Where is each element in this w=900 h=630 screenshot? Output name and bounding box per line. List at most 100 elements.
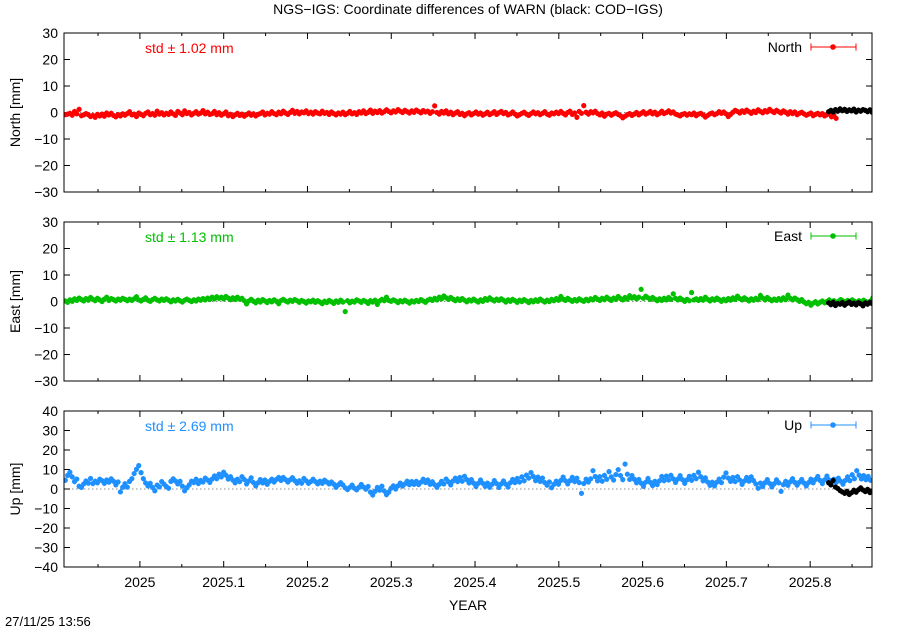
- legend-marker: [810, 43, 857, 51]
- up-point: [711, 483, 718, 489]
- chart-title: NGS−IGS: Coordinate differences of WARN …: [273, 1, 663, 17]
- up-point: [851, 476, 858, 482]
- up-point: [597, 474, 603, 480]
- east-point: [688, 289, 695, 296]
- up-point: [709, 479, 715, 485]
- y-tick-label: 20: [42, 241, 58, 257]
- north-panel: 30 20 10 0 −10 −20 −30 std ± 1.02 mm North North …: [7, 25, 873, 200]
- north-point: [429, 109, 435, 115]
- y-tick-label: −20: [34, 520, 58, 536]
- up-point: [131, 470, 137, 477]
- east-point: [873, 302, 878, 307]
- up-point: [727, 478, 734, 484]
- y-tick-label: 30: [42, 423, 58, 439]
- up-point: [365, 483, 371, 490]
- y-tick-label: −10: [34, 320, 58, 336]
- y-tick-label: −30: [34, 540, 58, 556]
- up-point: [718, 479, 725, 486]
- up-point: [87, 475, 94, 482]
- up-point: [856, 472, 862, 478]
- cod-igs-point: [869, 301, 872, 307]
- up-point: [702, 475, 708, 481]
- up-point: [377, 487, 383, 493]
- up-point: [617, 472, 624, 479]
- up-point: [425, 477, 431, 483]
- up-point: [789, 476, 796, 482]
- up-point: [186, 482, 192, 488]
- y-tick-label: 20: [42, 52, 58, 68]
- up-point: [237, 478, 243, 485]
- up-point: [578, 490, 585, 496]
- up-point: [448, 482, 454, 488]
- up-point: [165, 485, 172, 491]
- y-tick-label: 40: [42, 403, 58, 419]
- up-point: [535, 474, 541, 480]
- std-label: std ± 1.02 mm: [145, 40, 234, 56]
- up-point: [771, 481, 777, 487]
- x-tick-label: 2025.8: [789, 574, 832, 590]
- east-point: [636, 294, 642, 300]
- legend-label: East: [774, 228, 802, 244]
- up-point: [214, 476, 220, 482]
- y-tick-label: −20: [34, 158, 58, 174]
- y-tick-label: 10: [42, 78, 58, 94]
- up-point: [381, 488, 387, 494]
- up-point: [753, 481, 759, 487]
- up-point: [744, 474, 750, 481]
- east-point: [638, 286, 644, 292]
- up-point: [629, 472, 635, 479]
- y-axis-label: East [mm]: [7, 270, 23, 333]
- x-tick-label: 2025.2: [286, 574, 329, 590]
- legend-label: North: [768, 39, 802, 55]
- x-tick-label: 2025.3: [370, 574, 413, 590]
- up-point: [457, 474, 463, 481]
- up-point: [156, 484, 162, 490]
- up-point: [815, 473, 821, 480]
- north-point: [76, 106, 82, 112]
- up-data: [64, 461, 872, 498]
- up-point: [686, 473, 692, 479]
- up-point: [861, 472, 867, 479]
- up-point: [867, 477, 872, 483]
- up-point: [379, 483, 385, 489]
- up-point: [666, 477, 672, 483]
- up-point: [85, 480, 91, 486]
- north-point: [574, 114, 580, 120]
- y-tick-label: 30: [42, 214, 58, 230]
- up-point: [299, 480, 305, 486]
- plot-frame: [63, 410, 873, 568]
- y-tick-label: −10: [34, 501, 58, 517]
- up-point: [613, 471, 619, 478]
- up-point: [152, 488, 158, 494]
- up-point: [688, 477, 695, 483]
- up-point: [764, 477, 770, 483]
- up-point: [610, 477, 617, 483]
- up-point: [576, 479, 582, 486]
- east-point: [372, 297, 378, 303]
- up-point: [854, 468, 860, 474]
- y-tick-label: 0: [50, 481, 58, 497]
- up-point: [528, 470, 534, 476]
- up-panel: 40 30 20 10 0 −10 −20 −30 −40 std ± 2.69 mm Up Up […: [7, 403, 873, 575]
- up-point: [441, 481, 447, 487]
- up-point: [604, 476, 610, 482]
- up-point: [581, 480, 587, 487]
- up-point: [643, 479, 649, 485]
- up-point: [844, 474, 851, 480]
- legend-marker: [810, 232, 857, 240]
- north-point: [69, 112, 75, 118]
- x-axis-label: YEAR: [449, 597, 487, 613]
- y-tick-label: 0: [50, 105, 58, 121]
- up-point: [606, 469, 612, 475]
- up-point: [824, 473, 830, 479]
- up-point: [555, 481, 562, 487]
- up-point: [505, 484, 511, 490]
- cod-igs-point: [869, 109, 872, 115]
- up-point: [248, 475, 254, 481]
- up-point: [530, 473, 536, 480]
- up-point: [588, 476, 594, 482]
- up-point: [223, 472, 229, 478]
- up-point: [372, 488, 378, 494]
- up-point: [723, 470, 729, 476]
- up-point: [677, 473, 683, 479]
